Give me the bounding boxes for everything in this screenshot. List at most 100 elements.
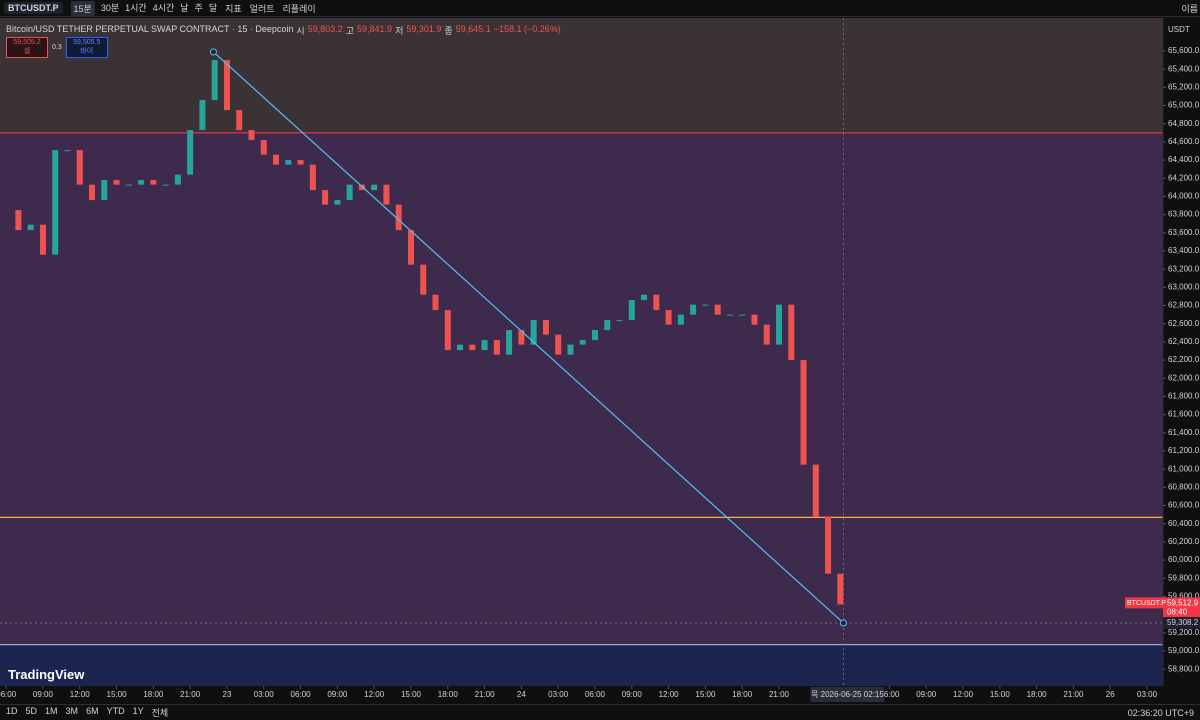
candle — [739, 314, 746, 316]
range-button[interactable]: 1M — [45, 706, 58, 716]
x-tick-label: 15:00 — [990, 690, 1011, 699]
range-button[interactable]: 1Y — [132, 706, 144, 716]
y-tick-label: 59,000.0 — [1168, 646, 1200, 655]
candle — [334, 200, 341, 205]
interval-button[interactable]: 날 — [180, 2, 189, 13]
y-tick-label: 65,600.0 — [1168, 46, 1200, 55]
crosshair-time-label: 목 2026-06-25 02:15 — [811, 690, 884, 699]
candle — [591, 330, 598, 341]
candle — [309, 164, 316, 191]
candle — [555, 334, 562, 355]
x-tick-label: 21:00 — [475, 690, 496, 699]
candle — [518, 330, 525, 345]
interval-button[interactable]: 달 — [208, 2, 218, 13]
zone — [0, 132, 1163, 518]
y-tick-label: 63,400.0 — [1168, 246, 1200, 255]
range-button[interactable]: 전체 — [151, 708, 169, 718]
bottom-bar: 1D 5D 1M 3M 6M YTD 1Y 전체 02:36:20 UTC+9 — [0, 704, 1200, 720]
candle — [371, 184, 378, 191]
candle — [825, 516, 832, 574]
range-button[interactable]: 1D — [6, 706, 18, 716]
x-tick-label: 12:00 — [659, 690, 680, 699]
x-tick-label: 18:00 — [732, 690, 753, 699]
trendline — [213, 51, 844, 624]
x-tick-label: 23 — [223, 690, 232, 699]
candle — [199, 100, 206, 131]
y-tick-label: 62,600.0 — [1168, 319, 1200, 328]
x-tick-label: 09:00 — [33, 690, 54, 699]
candle — [432, 294, 439, 311]
candle — [469, 344, 476, 351]
brand-logo: TradingView — [8, 667, 85, 682]
toolbar: BTCUSDT.P 15분 30분 1시간 4시간 날 주 달 지표 얼러트 리플레이 이름 — [0, 0, 1200, 17]
alert-button[interactable]: 얼러트 — [249, 3, 275, 14]
sell-label: 셀 — [23, 48, 31, 55]
candle — [677, 314, 684, 325]
legend-title: Bitcoin/USD TETHER PERPETUAL SWAP CONTRA… — [6, 24, 294, 34]
candle — [174, 174, 181, 185]
legend-label: 시 — [296, 26, 305, 36]
y-tick-label: 60,600.0 — [1168, 501, 1200, 510]
last-price-label: 59,512.9 — [1167, 598, 1199, 607]
y-tick-label: 60,000.0 — [1168, 555, 1200, 564]
candle — [15, 210, 22, 231]
replay-button[interactable]: 리플레이 — [282, 3, 316, 14]
candle — [776, 304, 783, 345]
range-button[interactable]: 6M — [86, 706, 99, 716]
candle — [273, 154, 280, 165]
y-tick-label: 63,600.0 — [1168, 228, 1200, 237]
interval-button[interactable]: 1시간 — [125, 2, 147, 13]
candle — [346, 184, 353, 201]
x-tick-label: 12:00 — [953, 690, 974, 699]
candle — [420, 264, 427, 295]
range-button[interactable]: YTD — [106, 706, 125, 716]
x-tick-label: 26 — [1106, 690, 1115, 699]
trendline-handle — [209, 48, 217, 56]
x-tick-label: 09:00 — [916, 690, 937, 699]
candle — [579, 340, 586, 345]
range-button[interactable]: 5D — [25, 706, 38, 716]
zone — [0, 18, 1163, 133]
candle — [358, 184, 365, 191]
indicators-button[interactable]: 지표 — [225, 3, 242, 14]
y-tick-label: 61,800.0 — [1168, 392, 1200, 401]
interval-button[interactable]: 주 — [194, 2, 203, 13]
y-tick-label: 61,200.0 — [1168, 446, 1200, 455]
candle — [616, 320, 623, 322]
name-button[interactable]: 이름 — [1181, 3, 1198, 14]
y-tick-label: 61,400.0 — [1168, 428, 1200, 437]
trendline-handle — [839, 619, 847, 627]
y-tick-label: 62,400.0 — [1168, 337, 1200, 346]
y-tick-label: 64,200.0 — [1168, 173, 1200, 182]
candle — [481, 340, 488, 351]
range-button[interactable]: 3M — [65, 706, 79, 716]
sell-button[interactable]: 59,505.2 셀 — [6, 37, 48, 58]
candle — [407, 230, 414, 265]
candle — [138, 180, 145, 185]
x-tick-label: 24 — [517, 690, 526, 699]
legend-label: 종 — [444, 26, 453, 36]
legend: Bitcoin/USD TETHER PERPETUAL SWAP CONTRA… — [6, 24, 561, 37]
candle — [457, 344, 464, 351]
y-tick-label: 65,400.0 — [1168, 64, 1200, 73]
buy-button[interactable]: 59,505.5 바이 — [65, 37, 108, 58]
candle — [101, 180, 108, 201]
chart: USDT 58,800.0 59,000.0 59,200.0 59,600.0 59,8… — [0, 18, 1200, 704]
candle — [604, 320, 611, 331]
candle — [506, 330, 513, 355]
interval-button[interactable]: 15분 — [70, 0, 95, 16]
symbol-button[interactable]: BTCUSDT.P — [4, 2, 63, 14]
x-tick-label: 12:00 — [364, 690, 385, 699]
price-axis — [1163, 18, 1200, 686]
candle — [285, 160, 292, 165]
x-tick-label: 15:00 — [401, 690, 422, 699]
candle — [530, 320, 537, 345]
interval-button[interactable]: 30분 — [100, 2, 120, 13]
y-tick-label: 65,000.0 — [1168, 101, 1200, 110]
candle — [751, 314, 758, 325]
candle — [113, 180, 120, 185]
x-tick-label: 21:00 — [1063, 690, 1084, 699]
interval-button[interactable]: 4시간 — [152, 2, 175, 13]
y-tick-label: 62,200.0 — [1168, 355, 1200, 364]
candle — [383, 184, 390, 205]
